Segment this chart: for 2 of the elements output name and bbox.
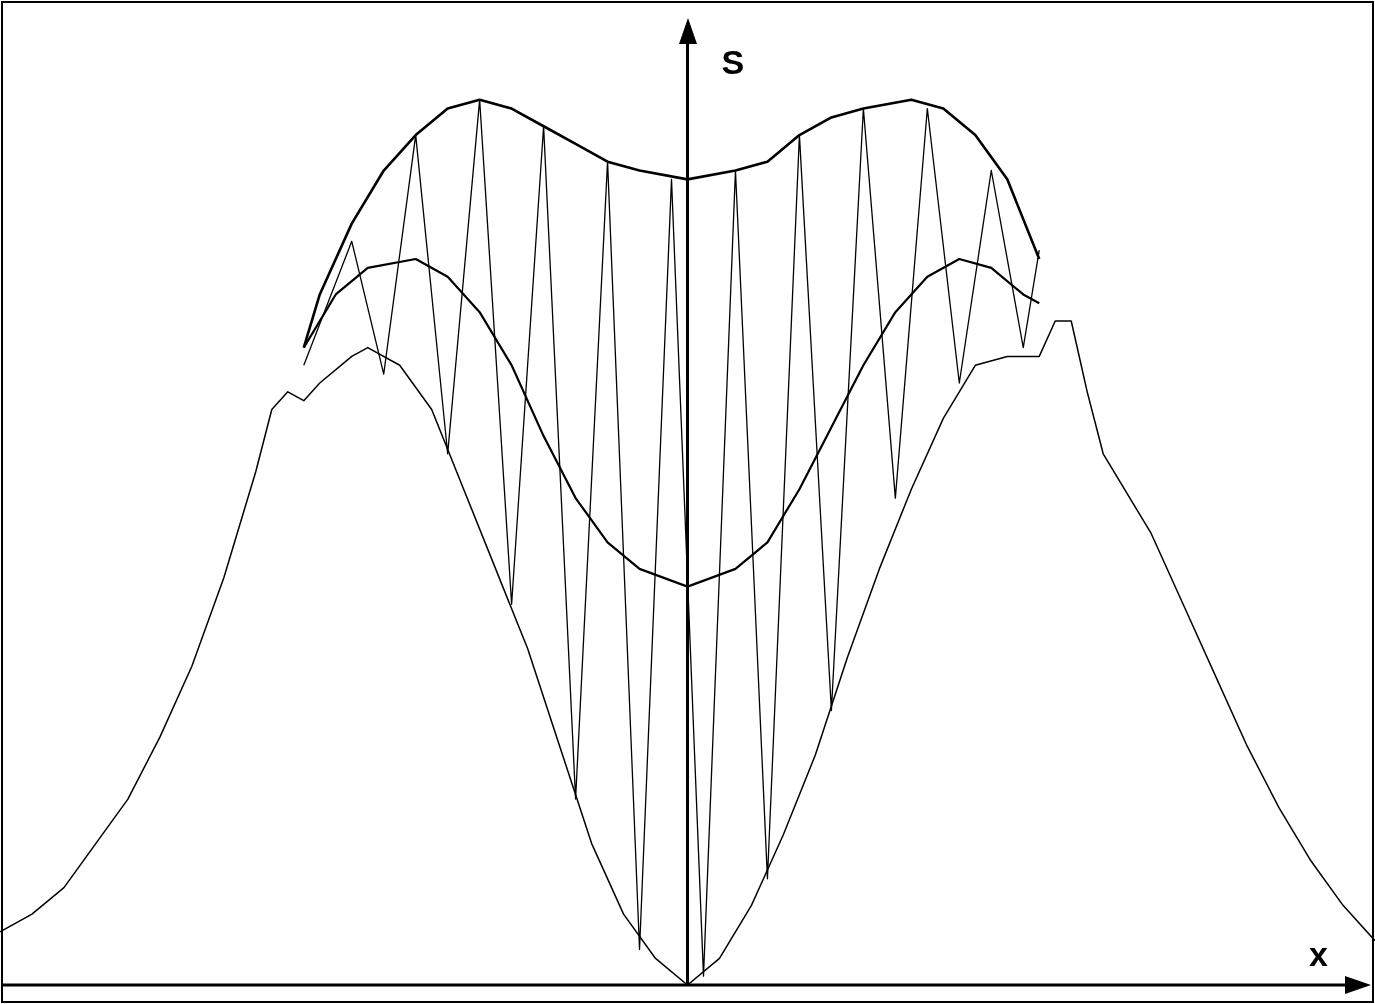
x-axis-title: x <box>1309 935 1328 973</box>
y-axis-title: S <box>721 43 745 81</box>
